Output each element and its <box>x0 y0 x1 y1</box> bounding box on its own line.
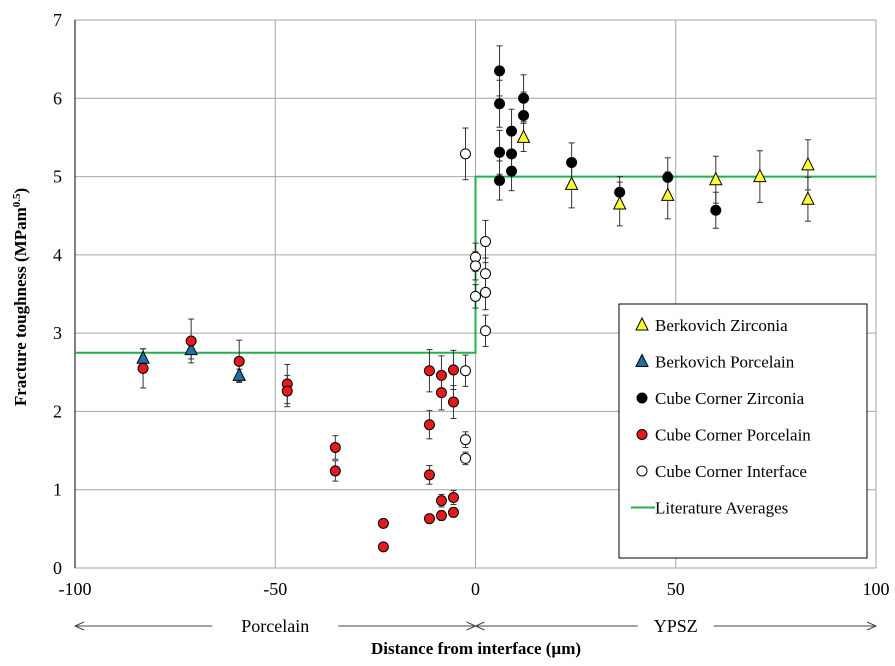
legend-marker-berkovich-zirconia <box>635 316 649 331</box>
ypsz-region-label: YPSZ <box>654 616 698 636</box>
cube-corner-porcelain-point <box>329 465 341 477</box>
x-tick-label: -50 <box>263 579 287 599</box>
y-tick-label: 6 <box>53 88 62 108</box>
x-tick-label: -100 <box>59 579 92 599</box>
y-tick-label: 7 <box>53 10 62 30</box>
legend-label-berkovich-zirconia: Berkovich Zirconia <box>655 316 788 335</box>
x-tick-label: 0 <box>471 579 480 599</box>
cube-corner-zirconia-point <box>506 125 518 137</box>
y-axis-title-main: Fracture toughness (MPam <box>11 207 30 406</box>
porcelain-arrow-head-left <box>73 621 85 631</box>
legend-label-cube-corner-porcelain: Cube Corner Porcelain <box>655 426 811 445</box>
berkovich-zirconia-point <box>564 176 579 190</box>
cube-corner-porcelain-point <box>447 506 459 518</box>
berkovich-porcelain-point <box>232 367 247 381</box>
cube-corner-interface-point <box>480 236 492 248</box>
region-arrows: Porcelain YPSZ <box>73 616 878 636</box>
legend-marker-cube-corner-zirconia <box>636 392 648 404</box>
cube-corner-zirconia-point <box>566 156 578 168</box>
cube-corner-interface-point <box>459 434 471 446</box>
y-axis-title: Fracture toughness (MPam0.5) <box>11 188 30 406</box>
berkovich-zirconia-point <box>753 168 767 183</box>
x-axis-title: Distance from interface (µm) <box>371 639 581 658</box>
cube-corner-zirconia-point <box>494 65 506 77</box>
cube-corner-porcelain-point <box>281 385 293 397</box>
legend-label-cube-corner-zirconia: Cube Corner Zirconia <box>655 389 805 408</box>
berkovich-zirconia-point <box>708 171 723 186</box>
berkovich-zirconia-point <box>660 187 675 201</box>
cube-corner-interface-point <box>480 325 492 337</box>
data-points <box>136 65 815 553</box>
cube-corner-zirconia-point <box>710 204 722 216</box>
cube-corner-porcelain-point <box>447 396 459 408</box>
cube-corner-zirconia-point <box>494 174 506 186</box>
cube-corner-zirconia-point <box>506 148 518 160</box>
cube-corner-interface-point <box>470 260 481 272</box>
cube-corner-zirconia-point <box>614 186 626 198</box>
legend-marker-cube-corner-porcelain <box>636 429 648 440</box>
cube-corner-porcelain-point <box>435 495 447 507</box>
cube-corner-porcelain-point <box>435 387 447 399</box>
cube-corner-interface-point <box>480 286 492 298</box>
legend-marker-cube-corner-interface <box>636 465 648 477</box>
legend-label-literature-averages: Literature Averages <box>655 499 788 518</box>
berkovich-zirconia-point <box>516 129 531 143</box>
cube-corner-interface-point <box>459 148 471 160</box>
cube-corner-porcelain-point <box>423 469 435 481</box>
cube-corner-porcelain-point <box>423 419 435 431</box>
legend-box <box>618 303 868 559</box>
porcelain-region-label: Porcelain <box>241 616 309 636</box>
berkovich-porcelain-point <box>184 341 198 356</box>
cube-corner-zirconia-point <box>662 171 674 183</box>
y-axis-title-exponent: 0.5 <box>11 193 23 207</box>
y-tick-label: 3 <box>53 323 62 343</box>
cube-corner-interface-point <box>470 290 481 302</box>
cube-corner-porcelain-point <box>447 364 459 376</box>
berkovich-zirconia-point <box>801 156 815 171</box>
cube-corner-porcelain-point <box>377 517 389 529</box>
ypsz-arrow-head-right <box>866 621 878 631</box>
legend-label-cube-corner-interface: Cube Corner Interface <box>655 462 807 481</box>
tick-labels: 0 1 2 3 4 5 6 7 -100 -50 0 50 100 <box>53 10 890 599</box>
legend: Berkovich Zirconia Berkovich Porcelain Cub… <box>618 303 868 559</box>
cube-corner-porcelain-point <box>233 355 245 367</box>
berkovich-zirconia-point <box>801 191 815 205</box>
cube-corner-interface-point <box>459 452 471 464</box>
x-tick-label: 50 <box>667 579 685 599</box>
cube-corner-porcelain-point <box>435 369 447 381</box>
cube-corner-porcelain-point <box>423 513 435 525</box>
cube-corner-porcelain-point <box>137 362 149 374</box>
ypsz-arrow-head-left <box>474 621 485 631</box>
cube-corner-interface-point <box>459 365 471 377</box>
legend-label-berkovich-porcelain: Berkovich Porcelain <box>655 353 795 372</box>
cube-corner-zirconia-point <box>518 110 530 122</box>
y-tick-label: 2 <box>53 401 62 421</box>
y-tick-label: 5 <box>53 167 62 187</box>
legend-marker-berkovich-porcelain <box>635 353 649 367</box>
cube-corner-zirconia-point <box>506 165 518 177</box>
x-tick-label: 100 <box>863 579 890 599</box>
cube-corner-porcelain-point <box>377 541 389 553</box>
y-tick-label: 4 <box>53 245 62 265</box>
cube-corner-porcelain-point <box>447 492 459 504</box>
y-tick-label: 0 <box>53 558 62 578</box>
cube-corner-zirconia-point <box>494 146 506 158</box>
cube-corner-zirconia-point <box>494 98 506 110</box>
cube-corner-interface-point <box>480 268 492 280</box>
cube-corner-zirconia-point <box>518 92 530 104</box>
cube-corner-porcelain-point <box>329 441 341 453</box>
cube-corner-porcelain-point <box>423 365 435 377</box>
y-axis-title-end: ) <box>11 188 30 194</box>
cube-corner-porcelain-point <box>185 335 197 347</box>
cube-corner-porcelain-point <box>435 510 447 522</box>
berkovich-zirconia-point <box>612 195 627 210</box>
y-tick-label: 1 <box>53 480 62 500</box>
